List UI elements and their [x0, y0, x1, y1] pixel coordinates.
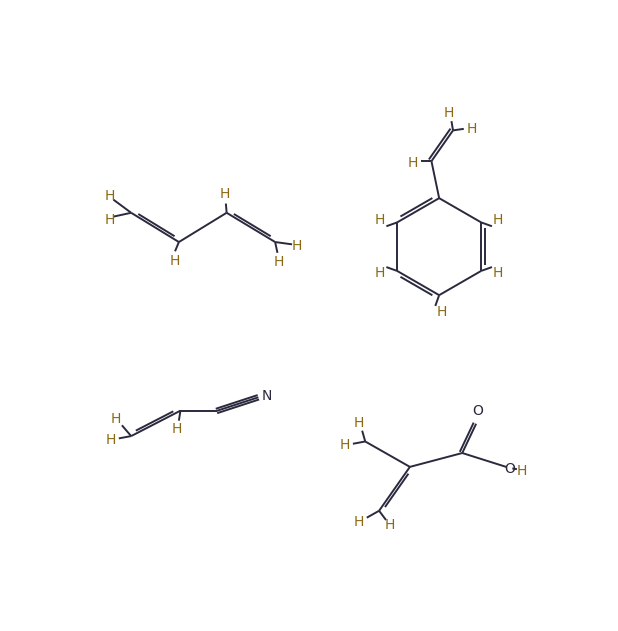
- Text: H: H: [375, 213, 386, 227]
- Text: H: H: [517, 464, 527, 478]
- Text: H: H: [444, 107, 454, 121]
- Text: H: H: [467, 122, 476, 136]
- Text: H: H: [104, 189, 115, 203]
- Text: H: H: [408, 156, 418, 170]
- Text: H: H: [104, 213, 115, 228]
- Text: H: H: [170, 254, 180, 268]
- Text: H: H: [375, 266, 386, 280]
- Text: H: H: [111, 412, 121, 426]
- Text: H: H: [354, 416, 364, 430]
- Text: O: O: [472, 404, 483, 418]
- Text: H: H: [219, 187, 229, 201]
- Text: H: H: [292, 239, 302, 253]
- Text: H: H: [106, 433, 116, 447]
- Text: H: H: [171, 422, 182, 436]
- Text: H: H: [493, 213, 503, 227]
- Text: H: H: [436, 305, 447, 319]
- Text: N: N: [261, 389, 272, 403]
- Text: H: H: [354, 514, 364, 529]
- Text: H: H: [493, 266, 503, 280]
- Text: O: O: [504, 462, 515, 476]
- Text: H: H: [340, 439, 350, 452]
- Text: H: H: [274, 255, 284, 269]
- Text: H: H: [384, 517, 395, 532]
